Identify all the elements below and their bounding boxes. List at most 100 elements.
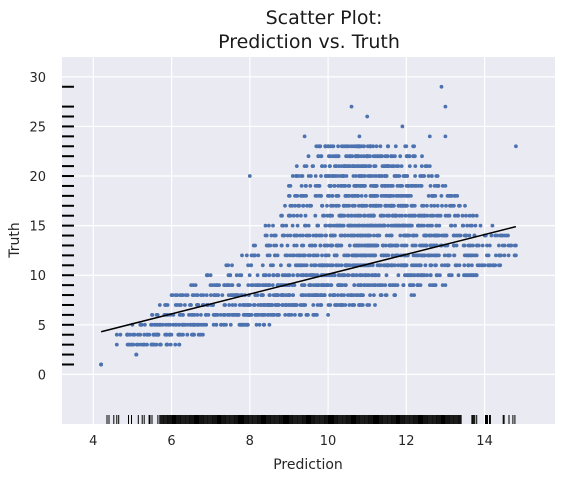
scatter-point [214,322,219,327]
scatter-point [195,313,200,317]
scatter-point [506,233,510,238]
scatter-point [356,283,361,287]
scatter-point [199,313,203,317]
scatter-point [368,144,373,149]
scatter-point [357,134,362,139]
scatter-point [279,243,284,248]
scatter-point [416,213,421,218]
scatter-point [286,293,291,297]
scatter-point [418,184,423,188]
scatter-point [448,203,452,208]
scatter-point [320,253,324,258]
scatter-point [325,213,330,218]
scatter-point [400,194,404,198]
scatter-point [378,144,383,149]
scatter-point [228,322,233,327]
scatter-point [427,164,432,169]
scatter-point [424,243,429,248]
scatter-point [312,243,317,248]
scatter-point [443,283,448,287]
x-tick-label: 8 [246,434,254,449]
scatter-point [411,263,416,268]
scatter-point [425,213,430,218]
scatter-point [410,233,415,238]
scatter-point [425,273,429,278]
scatter-point [251,243,256,248]
scatter-point [178,293,183,297]
scatter-point [465,223,470,228]
scatter-point [189,283,194,287]
scatter-point [183,303,187,307]
scatter-point [201,332,205,337]
y-tick-label: 0 [38,368,46,383]
scatter-point [279,263,283,268]
scatter-point [290,174,295,178]
scatter-point [353,203,357,208]
scatter-point [383,174,388,178]
scatter-point [351,174,356,178]
scatter-point [296,263,300,268]
scatter-point [142,332,147,337]
scatter-point [424,164,428,169]
scatter-point [191,322,196,327]
scatter-point [420,203,424,208]
scatter-point [349,233,354,238]
scatter-point [443,134,448,139]
x-tick-label: 14 [476,434,493,449]
scatter-point [181,313,185,317]
scatter-point [367,243,372,248]
scatter-point [359,144,364,149]
scatter-point [291,273,295,278]
scatter-point [223,303,228,307]
scatter-point [426,194,431,198]
scatter-point [389,243,394,248]
scatter-point [394,223,399,228]
scatter-point [391,283,395,287]
scatter-point [299,213,303,218]
scatter-point [264,283,269,287]
scatter-point [431,194,436,198]
scatter-point [384,273,389,278]
scatter-point [357,203,361,208]
scatter-point [380,213,384,218]
scatter-point [230,303,235,307]
scatter-point [251,283,255,287]
scatter-point [373,154,378,159]
scatter-point [351,273,355,278]
y-tick-label: 15 [29,220,46,235]
scatter-point [441,233,446,238]
scatter-point [263,223,268,228]
scatter-point [412,293,416,297]
scatter-point [368,233,373,238]
scatter-point [142,342,146,347]
scatter-point [259,293,264,297]
scatter-point [334,253,339,258]
scatter-point [298,263,303,268]
scatter-point [359,154,364,159]
scatter-point [403,223,408,228]
scatter-point [267,223,271,228]
scatter-point [244,253,249,258]
scatter-point [315,303,320,307]
scatter-point [387,194,391,198]
scatter-point [455,194,460,198]
scatter-point [393,293,397,297]
scatter-point [385,213,389,218]
scatter-point [327,174,332,178]
scatter-point [338,184,343,188]
scatter-point [413,174,417,178]
scatter-point [294,164,299,169]
scatter-point [323,174,328,178]
scatter-point [213,313,218,317]
scatter-point [274,243,279,248]
scatter-point [376,203,381,208]
scatter-point [267,322,272,327]
scatter-point [165,342,170,347]
scatter-point [381,263,386,268]
scatter-point [435,273,440,278]
scatter-point [313,174,318,178]
scatter-point [380,174,384,178]
scatter-point [317,184,321,188]
scatter-point [393,144,398,149]
